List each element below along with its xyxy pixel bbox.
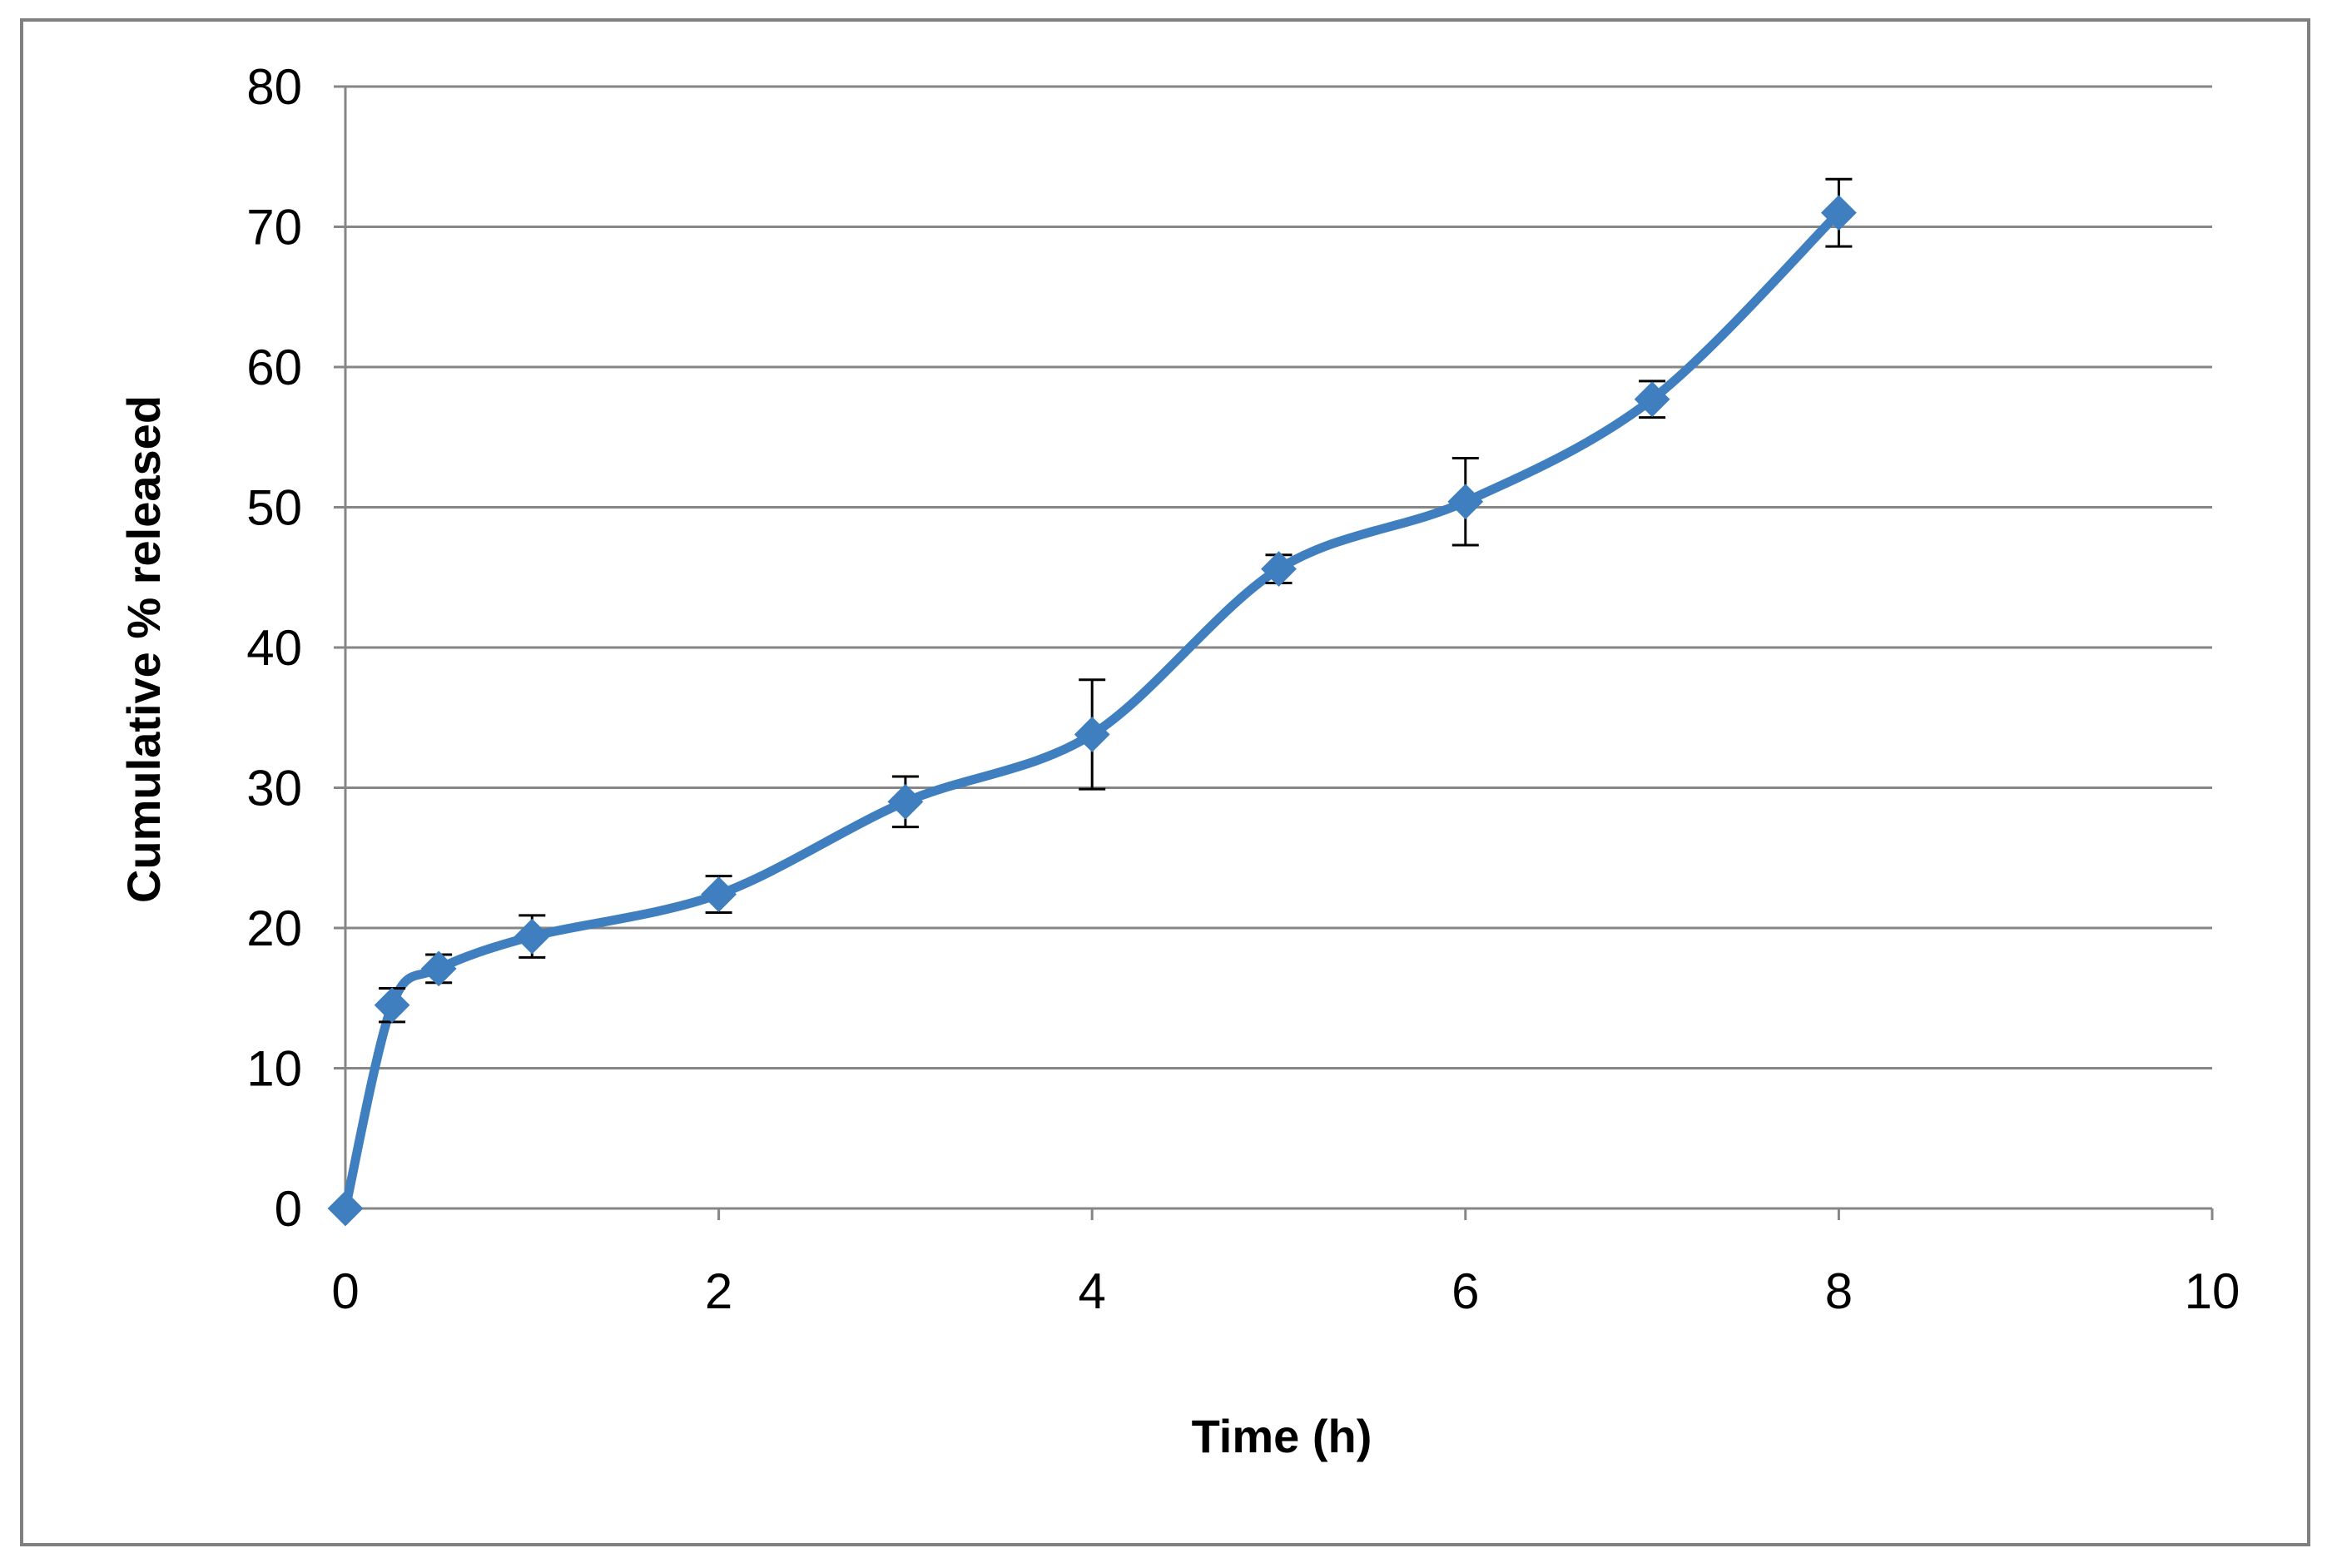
x-axis-title: Time (h) [1192,1410,1372,1462]
y-axis-title: Cumulative % released [117,395,170,903]
data-point [701,876,737,912]
gridlines [345,85,2212,1069]
data-point [1261,551,1297,588]
y-tick-label: 60 [246,340,302,395]
x-tick-label: 4 [1079,1263,1106,1319]
y-tick-labels: 0 10 20 30 40 50 60 70 80 [246,59,302,1237]
data-point [420,950,457,987]
y-tick-label: 40 [246,620,302,676]
data-point [887,783,924,820]
data-point [327,1190,364,1227]
x-tick-label: 10 [2185,1263,2240,1319]
y-tick-label: 20 [246,901,302,956]
y-tick-label: 30 [246,761,302,816]
data-point [1634,381,1670,418]
data-point [374,987,410,1024]
x-tick-labels: 0 2 4 6 8 10 [331,1263,2240,1319]
x-tick-label: 2 [705,1263,732,1319]
chart-frame [20,18,2310,1546]
y-tick-label: 10 [246,1041,302,1097]
x-tick-label: 0 [331,1263,359,1319]
x-tick-label: 8 [1825,1263,1853,1319]
y-tick-label: 80 [246,59,302,115]
y-tick-label: 70 [246,200,302,256]
data-point [1820,195,1857,231]
x-tick-label: 6 [1451,1263,1479,1319]
data-point [1447,484,1484,520]
y-tick-label: 0 [275,1181,302,1237]
data-point [1074,717,1110,752]
y-tick-label: 50 [246,480,302,536]
axes [334,85,2214,1220]
data-series [327,177,1857,1227]
data-point [514,918,550,955]
